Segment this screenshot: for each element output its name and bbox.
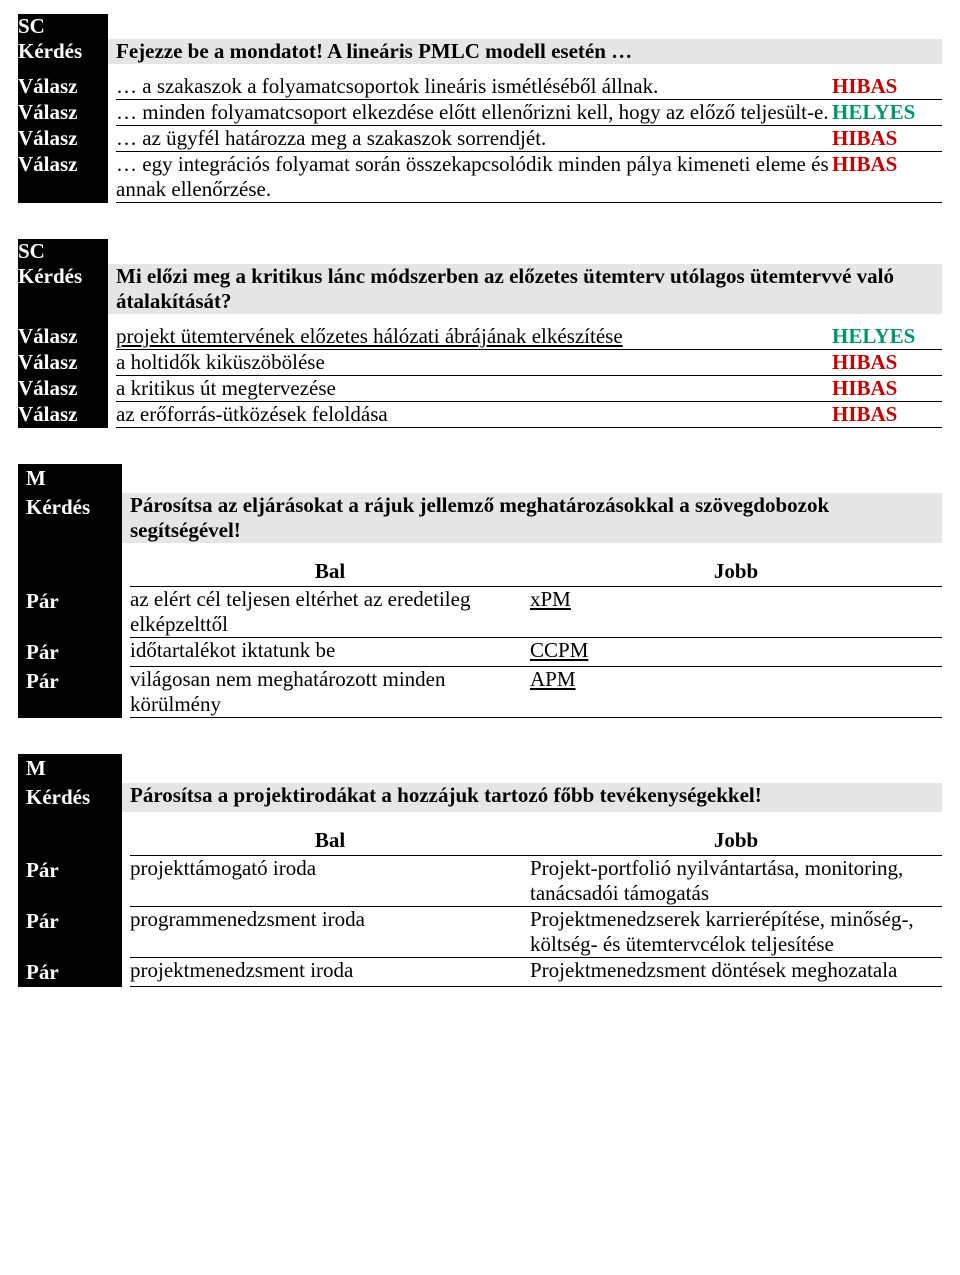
pair-left: programmenedzsment iroda [130,907,530,958]
question-block-4: M Kérdés Párosítsa a projektirodákat a h… [18,754,942,987]
question-label: Kérdés [18,39,108,64]
pair-left: időtartalékot iktatunk be [130,638,530,667]
answer-label: Válasz [18,100,108,126]
answer-label: Válasz [18,402,108,428]
question-block-1: SC Kérdés Fejezze be a mondatot! A lineá… [18,14,942,203]
column-header-right: Jobb [530,826,942,856]
answer-result: HIBAS [832,376,942,402]
pair-right: Projektmenedzserek karrierépítése, minős… [530,907,942,958]
type-label: SC [18,239,108,264]
pair-left: az elért cél teljesen eltérhet az eredet… [130,587,530,638]
question-text: Fejezze be a mondatot! A lineáris PMLC m… [116,39,942,64]
pair-right: Projekt-portfolió nyilvántartása, monito… [530,856,942,907]
answer-text: az erőforrás-ütközések feloldása [116,402,832,428]
type-label: M [18,464,122,493]
question-label: Kérdés [18,493,122,543]
pair-label: Pár [18,667,122,718]
answer-label: Válasz [18,152,108,203]
answer-result: HIBAS [832,126,942,152]
answer-text: projekt ütemtervének előzetes hálózati á… [116,324,832,350]
question-block-2: SC Kérdés Mi előzi meg a kritikus lánc m… [18,239,942,428]
question-label: Kérdés [18,264,108,314]
answer-text: … egy integrációs folyamat során összeka… [116,152,832,203]
answer-label: Válasz [18,74,108,100]
answer-text: a kritikus út megtervezése [116,376,832,402]
question-text: Mi előzi meg a kritikus lánc módszerben … [116,264,942,314]
answer-label: Válasz [18,376,108,402]
answer-result: HIBAS [832,152,942,203]
column-header-right: Jobb [530,557,942,587]
question-text: Párosítsa az eljárásokat a rájuk jellemz… [130,493,942,543]
answer-text: … a szakaszok a folyamatcsoportok lineár… [116,74,832,100]
column-header-left: Bal [130,826,530,856]
column-header-left: Bal [130,557,530,587]
pair-left: projekttámogató iroda [130,856,530,907]
answer-label: Válasz [18,324,108,350]
question-text: Párosítsa a projektirodákat a hozzájuk t… [130,783,942,812]
answer-text: … az ügyfél határozza meg a szakaszok so… [116,126,832,152]
answer-label: Válasz [18,350,108,376]
pair-right: xPM [530,587,942,638]
pair-right: APM [530,667,942,718]
answer-result: HIBAS [832,74,942,100]
pair-label: Pár [18,587,122,638]
answer-result: HELYES [832,100,942,126]
answer-result: HELYES [832,324,942,350]
type-label: SC [18,14,108,39]
answer-result: HIBAS [832,350,942,376]
pair-label: Pár [18,856,122,907]
question-table-1: SC Kérdés Fejezze be a mondatot! A lineá… [18,14,942,203]
answer-text: a holtidők kiküszöbölése [116,350,832,376]
pair-left: világosan nem meghatározott minden körül… [130,667,530,718]
pair-right: Projektmenedzsment döntések meghozatala [530,958,942,987]
pair-right: CCPM [530,638,942,667]
pair-left: projektmenedzsment iroda [130,958,530,987]
pair-label: Pár [18,958,122,987]
answer-text: … minden folyamatcsoport elkezdése előtt… [116,100,832,126]
pair-label: Pár [18,907,122,958]
question-table-2: SC Kérdés Mi előzi meg a kritikus lánc m… [18,239,942,428]
matching-table-1: M Kérdés Párosítsa az eljárásokat a ráju… [18,464,942,718]
answer-label: Válasz [18,126,108,152]
question-label: Kérdés [18,783,122,812]
pair-label: Pár [18,638,122,667]
answer-result: HIBAS [832,402,942,428]
matching-table-2: M Kérdés Párosítsa a projektirodákat a h… [18,754,942,987]
question-block-3: M Kérdés Párosítsa az eljárásokat a ráju… [18,464,942,718]
type-label: M [18,754,122,783]
